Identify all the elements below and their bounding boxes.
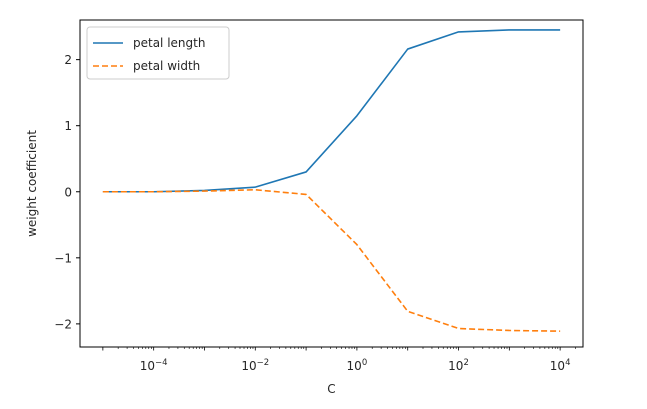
legend: petal length petal width	[86, 26, 230, 80]
y-axis-label: weight coefficient	[25, 130, 39, 237]
x-tick-label: 10−4	[140, 358, 168, 373]
x-tick-label: 104	[550, 358, 571, 373]
y-axis-ticks: 2 1 0 −1 −2	[54, 53, 80, 331]
y-tick-label: −1	[54, 251, 72, 265]
legend-label-petal-width: petal width	[133, 59, 200, 73]
x-axis-label: C	[327, 382, 335, 396]
y-tick-label: 2	[64, 53, 72, 67]
x-tick-label: 100	[347, 358, 368, 373]
x-axis-ticks: 10−4 10−2 100 102 104	[102, 347, 576, 373]
legend-label-petal-length: petal length	[133, 36, 205, 50]
y-tick-label: 1	[64, 119, 72, 133]
series-line-petal-width	[102, 188, 561, 332]
x-tick-label: 102	[448, 358, 469, 373]
x-tick-label: 10−2	[241, 358, 269, 373]
y-tick-label: 0	[64, 185, 72, 199]
series-layer	[102, 29, 561, 332]
y-tick-label: −2	[54, 317, 72, 331]
axes-frame	[79, 19, 584, 348]
